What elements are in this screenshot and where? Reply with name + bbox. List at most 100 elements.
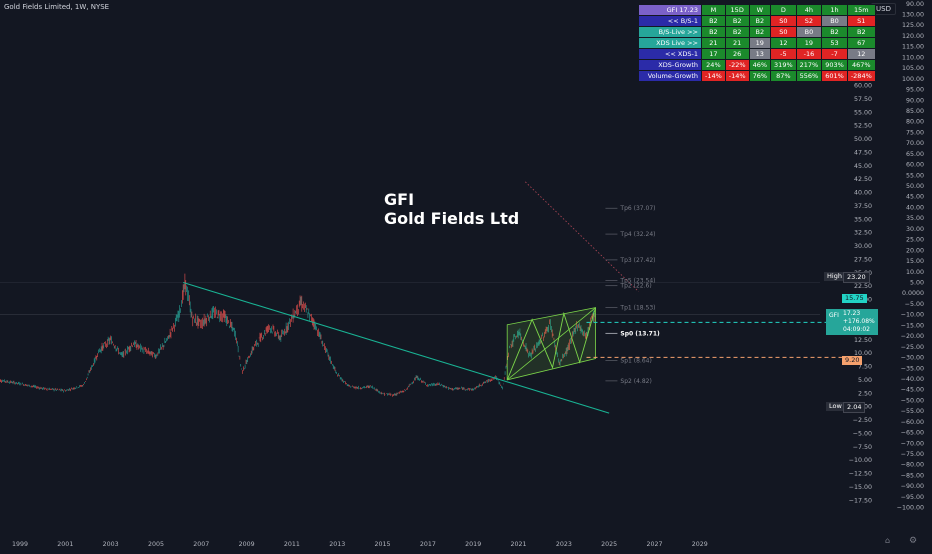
table-cell: 217% bbox=[795, 59, 823, 71]
price-axis-label: 57.50 bbox=[854, 96, 872, 103]
table-cell: B2 bbox=[748, 26, 772, 38]
table-row: Volume-Growth -14% -14% 76% 87% 556% 601% -284% bbox=[638, 70, 876, 82]
table-header-cell: 15D bbox=[724, 4, 750, 16]
upper-line-tag: 15.75 bbox=[842, 294, 867, 303]
percent-axis-label: 130.00 bbox=[902, 12, 924, 19]
percent-axis-label: 80.00 bbox=[906, 119, 924, 126]
x-axis-label: 2029 bbox=[692, 541, 708, 548]
percent-axis-label: 15.00 bbox=[906, 258, 924, 265]
table-cell: B2 bbox=[724, 26, 750, 38]
price-axis-label: 10.00 bbox=[854, 350, 872, 357]
percent-axis-label: −60.00 bbox=[901, 419, 924, 426]
table-header-cell: 15m bbox=[846, 4, 876, 16]
table-cell: 601% bbox=[821, 70, 848, 82]
x-axis-label: 2011 bbox=[284, 541, 300, 548]
target-level-label: Sp1 (8.64) bbox=[620, 357, 651, 364]
price-axis-label: 27.50 bbox=[854, 256, 872, 263]
table-header-cell: 4h bbox=[795, 4, 823, 16]
low-label-tag: Low bbox=[826, 402, 845, 411]
table-cell: S1 bbox=[846, 15, 876, 27]
table-cell: 21 bbox=[701, 37, 726, 49]
table-header-row: GFI 17.23 M 15D W D 4h 1h 15m bbox=[638, 4, 876, 16]
table-cell: 467% bbox=[846, 59, 876, 71]
price-axis-label: 35.00 bbox=[854, 216, 872, 223]
percent-axis-label: 65.00 bbox=[906, 151, 924, 158]
price-axis-label: 30.00 bbox=[854, 243, 872, 250]
table-cell: S2 bbox=[795, 15, 823, 27]
percent-axis-label: −85.00 bbox=[901, 472, 924, 479]
table-cell: 67 bbox=[846, 37, 876, 49]
last-price-badge: GFI 17.23 +176.08% 04:09:02 bbox=[826, 309, 878, 335]
table-cell: -14% bbox=[701, 70, 726, 82]
percent-axis-label: −35.00 bbox=[901, 365, 924, 372]
percent-axis-label: 10.00 bbox=[906, 269, 924, 276]
percent-axis-label: 85.00 bbox=[906, 108, 924, 115]
overlay-title-ticker: GFI bbox=[384, 190, 415, 209]
table-header-cell: 1h bbox=[821, 4, 848, 16]
x-axis-label: 2013 bbox=[329, 541, 345, 548]
price-axis-label: −15.00 bbox=[849, 484, 872, 491]
table-cell: 12 bbox=[770, 37, 797, 49]
table-row: XDS-Growth 24% -22% 46% 319% 217% 903% 467% bbox=[638, 59, 876, 71]
price-axis-label: 22.50 bbox=[854, 283, 872, 290]
badge-countdown: 04:09:02 bbox=[843, 326, 870, 333]
table-cell: 556% bbox=[795, 70, 823, 82]
percent-axis-label: 115.00 bbox=[902, 44, 924, 51]
price-axis-label: −17.50 bbox=[849, 497, 872, 504]
badge-change: +176.08% bbox=[843, 318, 875, 325]
table-cell: 13 bbox=[748, 48, 772, 60]
percent-axis-label: 20.00 bbox=[906, 247, 924, 254]
percent-axis-label: 60.00 bbox=[906, 162, 924, 169]
price-axis-label: 47.50 bbox=[854, 149, 872, 156]
lower-line-tag: 9.20 bbox=[842, 356, 863, 365]
table-cell: 21 bbox=[724, 37, 750, 49]
x-axis-label: 2005 bbox=[148, 541, 164, 548]
table-cell: B2 bbox=[748, 15, 772, 27]
price-axis-label: 45.00 bbox=[854, 163, 872, 170]
x-axis-label: 2009 bbox=[239, 541, 255, 548]
table-row: B/S-Live >> B2 B2 B2 S0 B0 B2 B2 bbox=[638, 26, 876, 38]
percent-axis-label: −15.00 bbox=[901, 322, 924, 329]
price-axis-label: −2.50 bbox=[853, 417, 872, 424]
table-cell: 319% bbox=[770, 59, 797, 71]
table-cell: -22% bbox=[724, 59, 750, 71]
table-cell: B2 bbox=[724, 15, 750, 27]
percent-axis-label: −25.00 bbox=[901, 344, 924, 351]
percent-axis-label: 125.00 bbox=[902, 22, 924, 29]
target-level-label: Sp0 (13.71) bbox=[620, 330, 660, 337]
table-cell: 24% bbox=[701, 59, 726, 71]
table-cell: 53 bbox=[821, 37, 848, 49]
table-row-label: B/S-Live >> bbox=[638, 26, 702, 38]
high-label-tag: High bbox=[824, 272, 845, 281]
target-level-label: Tp5 (23.54) bbox=[619, 278, 655, 285]
percent-axis-label: 25.00 bbox=[906, 237, 924, 244]
chart-header-title: Gold Fields Limited, 1W, NYSE bbox=[4, 3, 110, 11]
x-axis-label: 2021 bbox=[511, 541, 527, 548]
percent-axis-label: −40.00 bbox=[901, 376, 924, 383]
percent-axis-label: −5.00 bbox=[905, 301, 924, 308]
x-axis-label: 2003 bbox=[103, 541, 119, 548]
price-axis-label: 32.50 bbox=[854, 230, 872, 237]
table-row-label: XDS-Growth bbox=[638, 59, 702, 71]
table-header-symbol: GFI 17.23 bbox=[638, 4, 702, 16]
x-axis-label: 2007 bbox=[193, 541, 209, 548]
price-axis-label: 7.50 bbox=[858, 364, 872, 371]
percent-axis-label: 40.00 bbox=[906, 204, 924, 211]
table-header-cell: M bbox=[701, 4, 726, 16]
table-cell: B2 bbox=[846, 26, 876, 38]
channel-zigzag bbox=[506, 307, 596, 381]
gear-icon[interactable]: ⚙ bbox=[909, 536, 918, 546]
percent-axis-label: 30.00 bbox=[906, 226, 924, 233]
scale-toggle-icon[interactable]: ⌂ bbox=[885, 536, 891, 545]
table-cell: B2 bbox=[821, 26, 848, 38]
x-axis-label: 2017 bbox=[420, 541, 436, 548]
price-axis-label: 60.00 bbox=[854, 82, 872, 89]
percent-axis-label: −80.00 bbox=[901, 462, 924, 469]
price-axis-label: 52.50 bbox=[854, 123, 872, 130]
table-header-cell: D bbox=[770, 4, 797, 16]
table-row: << B/S-1 B2 B2 B2 S0 S2 B0 S1 bbox=[638, 15, 876, 27]
table-row-label: << XDS-1 bbox=[638, 48, 702, 60]
percent-axis-label: 100.00 bbox=[902, 76, 924, 83]
